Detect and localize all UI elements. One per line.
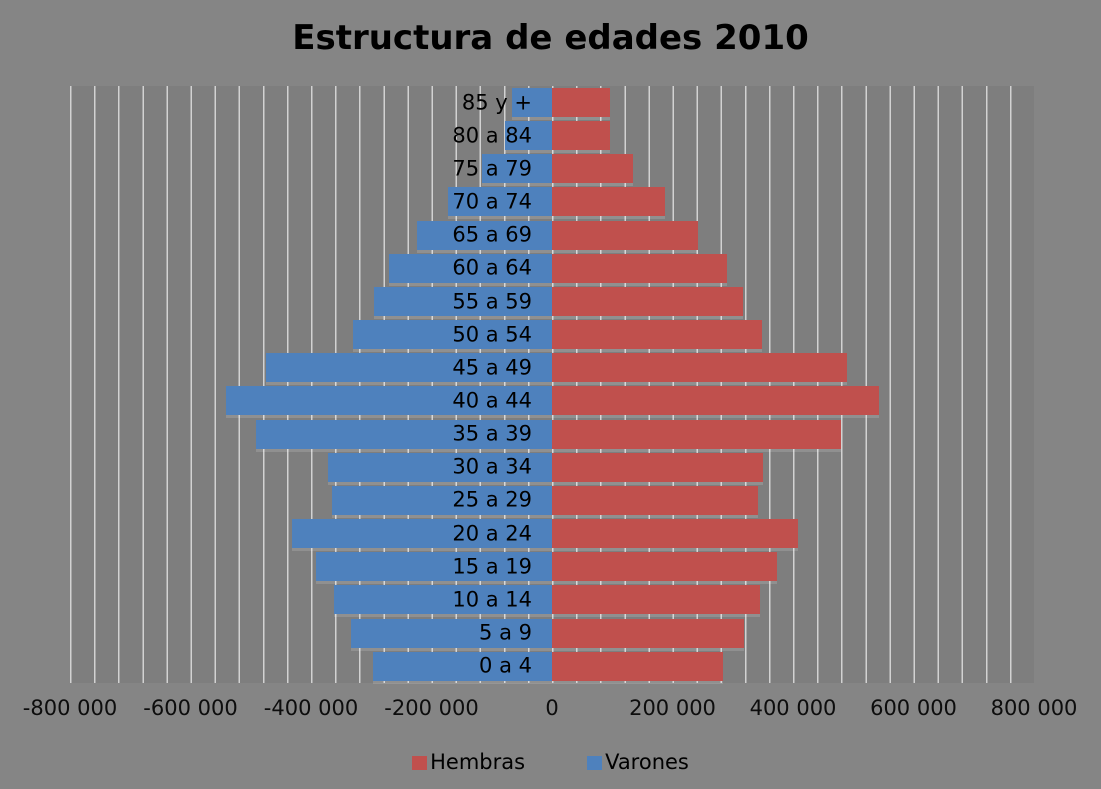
- pyramid-row: 40 a 44: [70, 384, 1034, 417]
- age-group-label: 50 a 54: [452, 322, 532, 347]
- varones-bar: [292, 519, 552, 549]
- age-group-label: 70 a 74: [452, 189, 532, 214]
- pyramid-row: 20 a 24: [70, 517, 1034, 550]
- pyramid-row: 0 a 4: [70, 650, 1034, 683]
- chart-title: Estructura de edades 2010: [292, 18, 809, 58]
- x-axis-tick-label: 0: [545, 696, 559, 720]
- x-axis-tick-label: 400 000: [749, 696, 837, 720]
- hembras-bar: [552, 88, 611, 117]
- legend-item-varones: Varones: [587, 752, 689, 773]
- pyramid-row: 55 a 59: [70, 285, 1034, 318]
- varones-bar: [265, 353, 552, 383]
- varones-bar: [350, 618, 552, 648]
- pyramid-row: 75 a 79: [70, 152, 1034, 185]
- pyramid-row: 10 a 14: [70, 583, 1034, 616]
- varones-bar: [333, 585, 552, 615]
- pyramid-row: 85 y +: [70, 86, 1034, 119]
- pyramid-row: 45 a 49: [70, 351, 1034, 384]
- hembras-bar: [552, 618, 744, 648]
- pyramid-row: 70 a 74: [70, 185, 1034, 218]
- x-axis-tick-label: 800 000: [990, 696, 1078, 720]
- hembras-bar: [552, 320, 762, 350]
- varones-bar: [417, 220, 552, 250]
- hembras-bar: [552, 552, 777, 582]
- varones-bar: [226, 386, 552, 416]
- hembras-bar: [552, 651, 723, 681]
- varones-bar: [316, 552, 552, 582]
- age-group-label: 0 a 4: [479, 653, 532, 678]
- age-group-label: 15 a 19: [452, 554, 532, 579]
- x-axis: -800 000 -600 000 -400 000 -200 000 0 200 000…: [23, 696, 1078, 724]
- age-group-label: 5 a 9: [479, 620, 532, 645]
- age-group-label: 20 a 24: [452, 521, 532, 546]
- hembras-bar: [552, 286, 743, 316]
- legend-item-hembras: Hembras: [412, 752, 525, 773]
- varones-bar: [328, 452, 552, 482]
- age-group-label: 55 a 59: [452, 289, 532, 314]
- varones-bar: [511, 88, 552, 117]
- varones-bar: [373, 651, 552, 681]
- pyramid-row: 5 a 9: [70, 617, 1034, 650]
- hembras-bar: [552, 253, 727, 283]
- hembras-bar: [552, 353, 848, 383]
- hembras-bar: [552, 386, 880, 416]
- x-axis-tick-label: 200 000: [629, 696, 716, 720]
- pyramid-row: 15 a 19: [70, 550, 1034, 583]
- age-group-label: 10 a 14: [452, 587, 532, 612]
- varones-swatch-icon: [587, 755, 603, 770]
- hembras-bar: [552, 154, 633, 184]
- pyramid-row: 65 a 69: [70, 219, 1034, 252]
- pyramid-row: 80 a 84: [70, 119, 1034, 152]
- age-group-label: 30 a 34: [452, 454, 532, 479]
- legend-label-hembras: Hembras: [430, 750, 526, 774]
- hembras-bar: [552, 419, 842, 449]
- varones-bar: [505, 121, 552, 151]
- hembras-swatch-icon: [412, 755, 428, 770]
- legend-label-varones: Varones: [605, 750, 689, 774]
- x-axis-tick-label: -400 000: [263, 696, 359, 720]
- age-group-label: 85 y +: [461, 90, 532, 115]
- varones-bar: [447, 187, 552, 217]
- age-group-label: 60 a 64: [452, 255, 532, 280]
- x-axis-tick-label: -800 000: [22, 696, 118, 720]
- age-group-label: 65 a 69: [452, 222, 532, 247]
- pyramid-row: 25 a 29: [70, 484, 1034, 517]
- pyramid-row: 30 a 34: [70, 451, 1034, 484]
- pyramid-row: 60 a 64: [70, 252, 1034, 285]
- legend: Hembras Varones: [0, 752, 1101, 773]
- varones-bar: [373, 286, 552, 316]
- hembras-bar: [552, 220, 699, 250]
- age-group-label: 80 a 84: [452, 123, 532, 148]
- age-group-label: 40 a 44: [452, 388, 532, 413]
- varones-bar: [389, 253, 552, 283]
- hembras-bar: [552, 485, 759, 515]
- age-group-label: 25 a 29: [452, 487, 532, 512]
- varones-bar: [353, 320, 552, 350]
- varones-bar: [481, 154, 552, 184]
- varones-bar: [256, 419, 552, 449]
- plot-area: 85 y + 80 a 84 75 a 79 70 a 74 65 a 69 60 a 6…: [70, 86, 1034, 683]
- hembras-bar: [552, 187, 666, 217]
- hembras-bar: [552, 121, 610, 151]
- x-axis-tick-label: 600 000: [870, 696, 957, 720]
- x-axis-tick-label: -200 000: [384, 696, 479, 720]
- age-group-label: 75 a 79: [452, 156, 532, 181]
- pyramid-row: 35 a 39: [70, 418, 1034, 451]
- hembras-bar: [552, 452, 764, 482]
- age-group-label: 35 a 39: [452, 421, 532, 446]
- pyramid-row: 50 a 54: [70, 318, 1034, 351]
- hembras-bar: [552, 585, 760, 615]
- age-group-label: 45 a 49: [452, 355, 532, 380]
- x-axis-tick-label: -600 000: [143, 696, 238, 720]
- varones-bar: [332, 485, 552, 515]
- hembras-bar: [552, 519, 798, 549]
